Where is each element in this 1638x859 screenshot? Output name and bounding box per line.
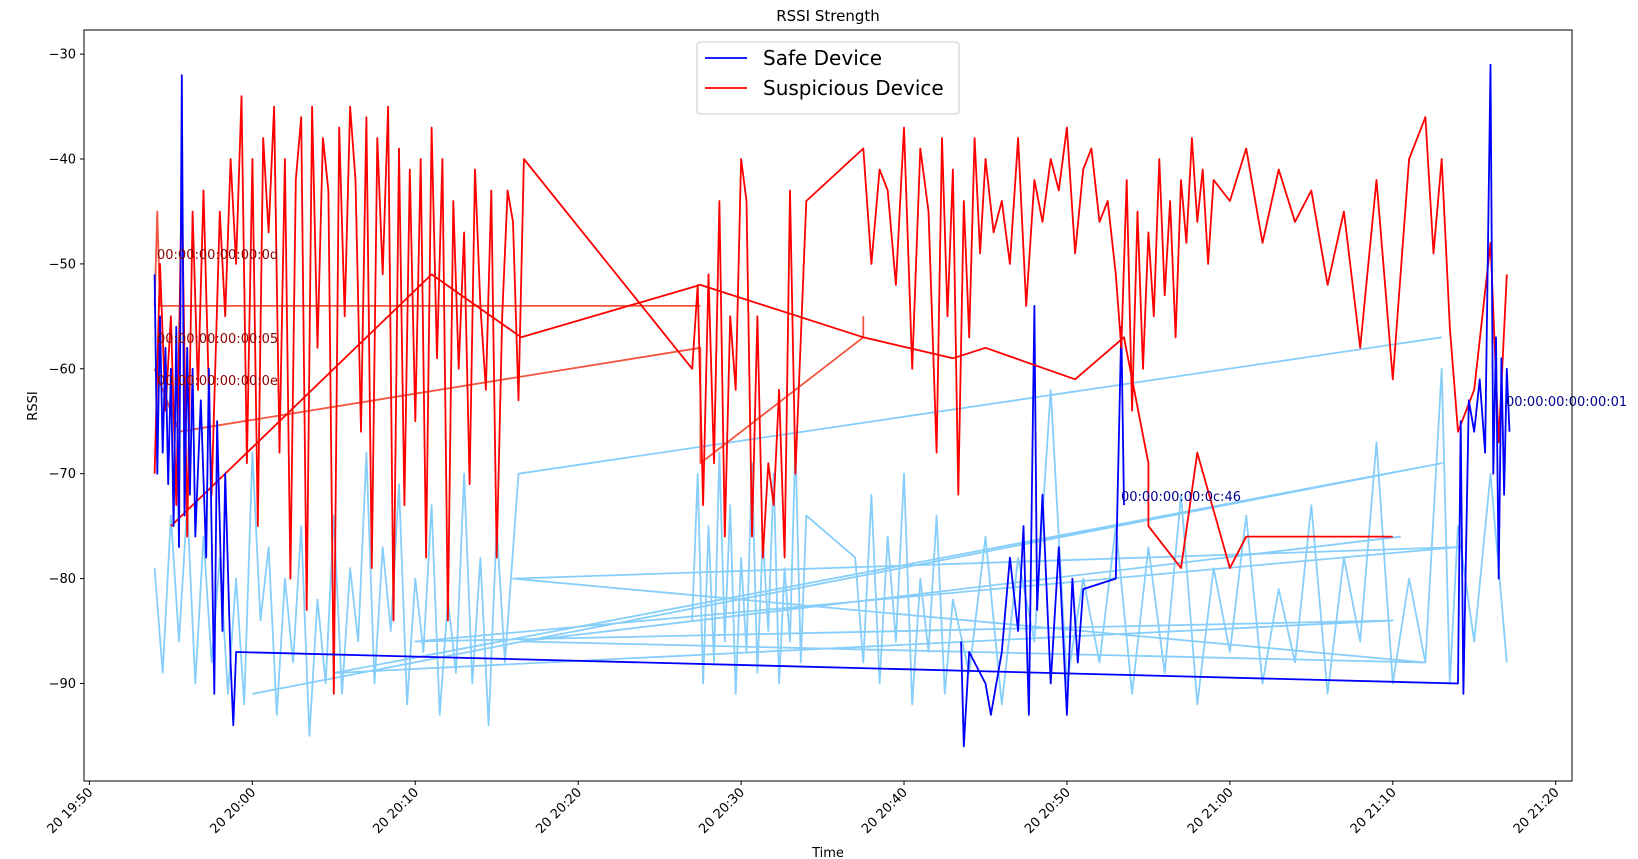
x-tick-label: 20 20:00 (207, 785, 259, 837)
x-tick-label: 20 20:50 (1022, 785, 1074, 837)
lines (153, 63, 1511, 748)
x-tick-label: 20 21:00 (1185, 785, 1237, 837)
x-tick-label: 20 20:40 (859, 785, 911, 837)
y-tick-label: −90 (49, 677, 76, 692)
series-line (153, 63, 1511, 727)
x-tick-label: 20 20:30 (696, 785, 748, 837)
plot-frame (83, 29, 1573, 782)
y-axis-label: RSSI (26, 391, 41, 420)
legend-label: Suspicious Device (763, 76, 944, 100)
annotation: 00:00:00:00:0c:46 (1121, 490, 1241, 505)
x-tick-label: 20 20:20 (533, 785, 585, 837)
series-line (170, 273, 1393, 569)
x-tick-label: 20 20:10 (370, 785, 422, 837)
y-tick-label: −80 (49, 572, 76, 587)
x-tick-label: 20 21:10 (1348, 785, 1400, 837)
annotation: 00:00:00:00:00:0d (157, 248, 278, 263)
x-tick-label: 20 19:50 (45, 785, 97, 837)
legend-label: Safe Device (763, 46, 882, 70)
y-tick-label: −60 (49, 362, 76, 377)
annotations: 00:00:00:00:00:0d 00:00:00:00:00:05 00:00:… (157, 248, 1627, 505)
legend: Safe Device Suspicious Device (696, 41, 960, 115)
y-tick-label: −40 (49, 153, 76, 168)
series-line (252, 462, 1459, 695)
y-tick-label: −50 (49, 257, 76, 272)
series-line (691, 367, 1508, 706)
annotation: 00:00:00:00:00:01 (1506, 395, 1627, 410)
y-tick-label: −30 (49, 48, 76, 63)
series-line (960, 305, 1125, 748)
annotation: 00:00:00:00:00:05 (157, 332, 278, 347)
series-line (153, 95, 1508, 695)
legend-box (696, 41, 960, 115)
x-tick-label: 20 21:20 (1511, 785, 1563, 837)
chart-title: RSSI Strength (776, 7, 880, 25)
x-axis-label: Time (811, 846, 844, 859)
annotation: 00:00:00:00:00:0e (157, 374, 278, 389)
y-tick-label: −70 (49, 467, 76, 482)
